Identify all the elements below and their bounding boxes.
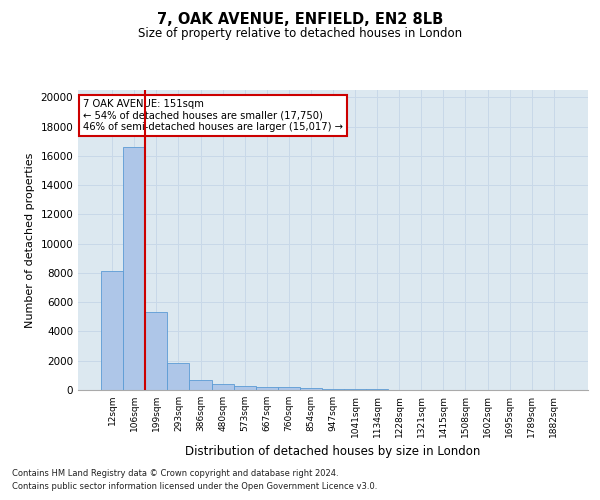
Bar [300, 388, 322, 390]
Bar [212, 384, 233, 390]
Text: 7 OAK AVENUE: 151sqm
← 54% of detached houses are smaller (17,750)
46% of semi-d: 7 OAK AVENUE: 151sqm ← 54% of detached h… [83, 99, 343, 132]
Text: Contains public sector information licensed under the Open Government Licence v3: Contains public sector information licen… [12, 482, 377, 491]
Bar [344, 389, 366, 390]
Bar [278, 387, 300, 390]
Bar [322, 389, 344, 390]
Text: Size of property relative to detached houses in London: Size of property relative to detached ho… [138, 28, 462, 40]
Bar [101, 272, 123, 390]
Text: Contains HM Land Registry data © Crown copyright and database right 2024.: Contains HM Land Registry data © Crown c… [12, 468, 338, 477]
Bar [145, 312, 167, 390]
Bar [123, 147, 145, 390]
Bar [256, 387, 278, 390]
X-axis label: Distribution of detached houses by size in London: Distribution of detached houses by size … [185, 446, 481, 458]
Bar [190, 380, 212, 390]
Bar [167, 363, 190, 390]
Bar [233, 386, 256, 390]
Y-axis label: Number of detached properties: Number of detached properties [25, 152, 35, 328]
Text: 7, OAK AVENUE, ENFIELD, EN2 8LB: 7, OAK AVENUE, ENFIELD, EN2 8LB [157, 12, 443, 28]
